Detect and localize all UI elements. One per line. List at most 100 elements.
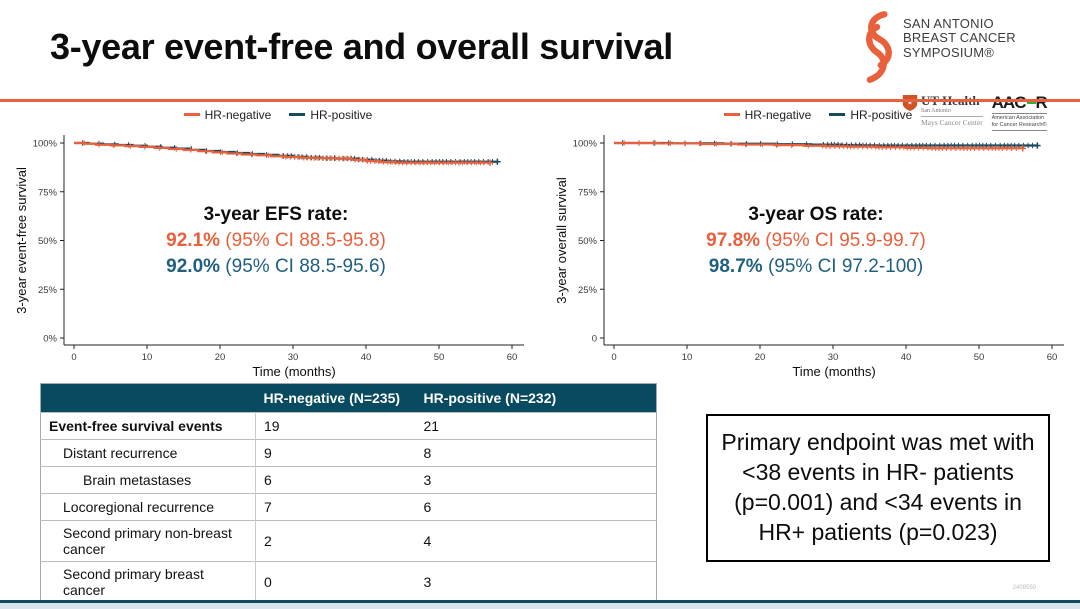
- partner-logos: ★ UT Health San Antonio Mays Cancer Cent…: [902, 94, 1070, 131]
- header-empty: [40, 383, 256, 413]
- svg-text:Time (months): Time (months): [792, 364, 875, 379]
- svg-text:50: 50: [434, 352, 445, 363]
- os-rate-annotation: 3-year OS rate: 97.8% (95% CI 95.9-99.7)…: [626, 202, 1006, 281]
- aacr-tagline: American Association for Cancer Research…: [991, 113, 1047, 131]
- event-label: Locoregional recurrence: [40, 493, 256, 521]
- legend-label: HR-negative: [744, 107, 812, 122]
- event-count: 21: [415, 412, 657, 440]
- event-count: 0: [255, 561, 416, 603]
- svg-text:0%: 0%: [43, 334, 57, 345]
- legend-item-hr-positive: HR-positive: [829, 108, 912, 122]
- event-count: 3: [415, 466, 657, 494]
- event-count: 3: [415, 561, 657, 603]
- legend-label: HR-positive: [310, 107, 373, 122]
- event-count: 7: [255, 493, 416, 521]
- sabcs-line3: SYMPOSIUM®: [903, 44, 995, 60]
- os-survival-plot: 0 25% 50% 75% 100% 0 10 20 30 40 50 60 Time (months)…: [554, 135, 1064, 379]
- efs-km-chart: HR-negative HR-positive 0% 25% 50% 75% 100% 0…: [14, 106, 540, 380]
- bottom-accent-line: [0, 600, 1080, 603]
- hr-negative-line-swatch: [183, 113, 200, 116]
- os-rate-heading: 3-year OS rate:: [748, 204, 884, 225]
- table-row: Distant recurrence 9 8: [40, 439, 657, 467]
- svg-text:20: 20: [215, 352, 226, 363]
- table-row: Second primary breast cancer 0 3: [40, 561, 657, 603]
- svg-text:40: 40: [901, 352, 912, 363]
- header-hr-negative: HR-negative (N=235): [255, 383, 416, 413]
- svg-text:75%: 75%: [578, 187, 598, 198]
- bottom-strip: [0, 603, 1080, 609]
- svg-text:0: 0: [611, 352, 616, 363]
- event-count: 6: [415, 493, 657, 521]
- svg-text:50: 50: [974, 352, 985, 363]
- efs-rate-hr-negative: 92.1% (95% CI 88.5-95.8): [166, 230, 386, 252]
- svg-text:3-year overall survival: 3-year overall survival: [556, 177, 569, 304]
- ut-health-sub: San Antonio: [921, 108, 951, 114]
- svg-text:75%: 75%: [38, 187, 58, 198]
- slide-title: 3-year event-free and overall survival: [50, 26, 673, 67]
- table-row: Locoregional recurrence 7 6: [40, 493, 657, 521]
- os-chart-legend: HR-negative HR-positive: [556, 106, 1080, 123]
- event-label: Second primary breast cancer: [40, 561, 256, 603]
- svg-text:3-year event-free survival: 3-year event-free survival: [16, 167, 29, 314]
- legend-label: HR-negative: [204, 107, 272, 122]
- legend-item-hr-negative: HR-negative: [183, 107, 272, 122]
- aacr-green-dash-icon: [1026, 100, 1036, 105]
- svg-text:60: 60: [1047, 352, 1058, 363]
- efs-events-table: HR-negative (N=235) HR-positive (N=232) …: [40, 383, 657, 609]
- event-count: 9: [255, 439, 416, 467]
- sabcs-logo-block: SAN ANTONIO BREAST CANCER SYMPOSIUM® ★ U…: [858, 8, 1070, 131]
- hr-negative-line-swatch: [723, 113, 740, 116]
- legend-item-hr-negative: HR-negative: [723, 107, 812, 122]
- svg-text:0: 0: [71, 352, 76, 363]
- svg-text:Time (months): Time (months): [252, 364, 335, 379]
- svg-text:0: 0: [592, 334, 597, 345]
- efs-survival-plot: 0% 25% 50% 75% 100% 0 10 20 30 40 50 60 Time (months…: [14, 135, 524, 379]
- event-label: Event-free survival events: [40, 412, 256, 440]
- svg-text:30: 30: [828, 352, 839, 363]
- hr-positive-line-swatch: [829, 113, 846, 116]
- svg-text:30: 30: [288, 352, 299, 363]
- efs-rate-heading: 3-year EFS rate:: [203, 204, 349, 225]
- svg-text:100%: 100%: [33, 139, 58, 150]
- legend-label: HR-positive: [850, 107, 913, 122]
- efs-chart-legend: HR-negative HR-positive: [16, 106, 540, 123]
- event-count: 2: [255, 520, 416, 562]
- legend-item-hr-positive: HR-positive: [289, 108, 372, 122]
- svg-text:★: ★: [907, 98, 913, 107]
- table-row: Event-free survival events 19 21: [40, 412, 657, 440]
- svg-text:10: 10: [682, 352, 693, 363]
- svg-text:60: 60: [507, 352, 518, 363]
- os-rate-hr-negative: 97.8% (95% CI 95.9-99.7): [706, 230, 926, 252]
- slide-footer-id: 2409550: [1012, 585, 1036, 591]
- sabcs-ribbon-icon: [858, 8, 898, 91]
- event-count: 6: [255, 466, 416, 494]
- header-hr-positive: HR-positive (N=232): [415, 383, 657, 413]
- sabcs-line1: SAN ANTONIO: [903, 16, 994, 31]
- primary-endpoint-callout: Primary endpoint was met with <38 events…: [706, 414, 1050, 562]
- svg-text:10: 10: [142, 352, 153, 363]
- event-count: 19: [255, 412, 416, 440]
- os-rate-hr-positive: 98.7% (95% CI 97.2-100): [708, 256, 924, 278]
- table-row: Second primary non-breast cancer 2 4: [40, 520, 657, 562]
- aacr-acronym: AAC R: [991, 93, 1048, 112]
- event-count: 4: [415, 520, 657, 562]
- event-count: 8: [415, 439, 657, 467]
- svg-text:20: 20: [755, 352, 766, 363]
- svg-text:40: 40: [361, 352, 372, 363]
- sabcs-line2: BREAST CANCER: [903, 30, 1016, 46]
- event-label: Brain metastases: [40, 466, 256, 494]
- table-header-row: HR-negative (N=235) HR-positive (N=232): [40, 383, 657, 413]
- hr-positive-line-swatch: [289, 113, 306, 116]
- svg-text:100%: 100%: [573, 139, 598, 150]
- svg-text:25%: 25%: [38, 285, 58, 296]
- sabcs-wordmark: SAN ANTONIO BREAST CANCER SYMPOSIUM®: [903, 16, 1016, 60]
- svg-text:50%: 50%: [38, 236, 58, 247]
- aacr-logo: AAC R American Association for Cancer Res…: [991, 93, 1048, 131]
- os-km-chart: HR-negative HR-positive 0 25% 50% 75% 100% 0 1…: [554, 106, 1080, 380]
- header-accent-rule: [0, 99, 1080, 102]
- ut-health-center: Mays Cancer Center: [921, 116, 983, 127]
- table-row: Brain metastases 6 3: [40, 466, 657, 494]
- event-label: Distant recurrence: [40, 439, 256, 467]
- svg-text:25%: 25%: [578, 285, 598, 296]
